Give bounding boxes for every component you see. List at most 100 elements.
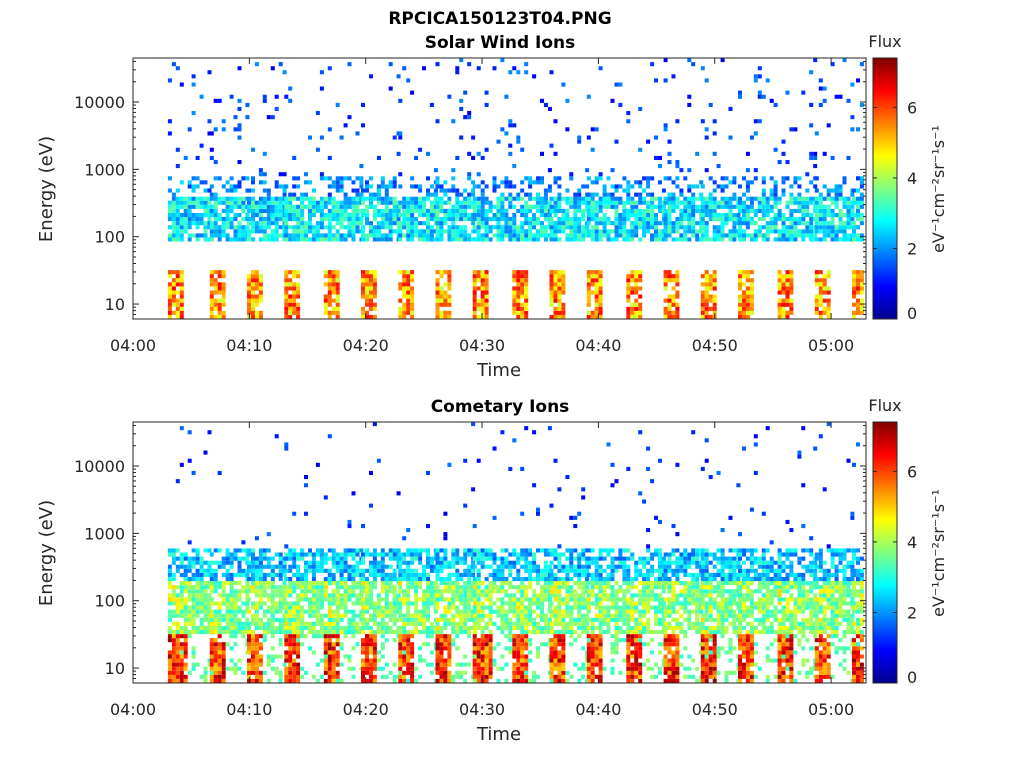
heatmap-cell: [553, 225, 558, 230]
heatmap-cell: [439, 229, 444, 234]
heatmap-cell: [308, 552, 312, 557]
heatmap-cell: [315, 589, 320, 594]
heatmap-cell: [663, 200, 668, 205]
heatmap-cell: [195, 577, 200, 582]
heatmap-cell: [463, 208, 468, 213]
heatmap-cell: [439, 237, 444, 242]
heatmap-cell: [203, 229, 208, 234]
heatmap-cell: [557, 278, 562, 283]
heatmap-cell: [254, 229, 259, 234]
heatmap-cell: [577, 233, 582, 238]
heatmap-cell: [361, 670, 365, 675]
heatmap-cell: [355, 560, 360, 565]
heatmap-cell: [179, 560, 184, 565]
heatmap-cell: [480, 237, 485, 242]
heatmap-cell: [671, 196, 676, 201]
heatmap-cell: [369, 666, 373, 671]
heatmap-cell: [809, 196, 814, 201]
heatmap-cell: [304, 564, 308, 569]
heatmap-cell: [422, 229, 426, 234]
heatmap-cell: [241, 601, 246, 606]
heatmap-cell: [247, 642, 251, 647]
heatmap-cells: [167, 58, 864, 319]
heatmap-cell: [315, 552, 320, 557]
heatmap-cell: [496, 221, 501, 226]
heatmap-cell: [410, 630, 415, 635]
heatmap-cell: [376, 650, 381, 655]
heatmap-cell: [496, 213, 501, 218]
heatmap-cell: [369, 221, 373, 226]
heatmap-cell: [308, 208, 312, 213]
heatmap-cell: [308, 564, 312, 569]
heatmap-cell: [443, 282, 448, 287]
heatmap-cell: [365, 658, 369, 663]
heatmap-cell: [365, 274, 369, 279]
heatmap-cell: [233, 581, 238, 586]
heatmap-cell: [691, 204, 696, 209]
heatmap-cell: [728, 237, 733, 242]
heatmap-cell: [569, 200, 574, 205]
heatmap-cell: [463, 213, 468, 218]
heatmap-cell: [221, 613, 226, 618]
heatmap-cell: [398, 617, 403, 622]
heatmap-cell: [789, 213, 794, 218]
heatmap-cell: [553, 282, 558, 287]
heatmap-cell: [642, 225, 647, 230]
heatmap-cell: [361, 282, 365, 287]
heatmap-cell: [323, 654, 328, 659]
heatmap-cell: [199, 609, 204, 614]
heatmap-cell: [594, 282, 599, 287]
heatmap-cell: [335, 270, 340, 275]
heatmap-cell: [221, 585, 226, 590]
heatmap-cell: [410, 613, 415, 618]
heatmap-cell: [455, 585, 460, 590]
heatmap-cell: [247, 282, 251, 287]
heatmap-cell: [439, 298, 444, 303]
heatmap-cell: [435, 654, 440, 659]
heatmap-cell: [549, 204, 554, 209]
heatmap-cell: [384, 585, 389, 590]
heatmap-cell: [732, 176, 737, 181]
heatmap-cell: [278, 217, 283, 222]
heatmap-cell: [209, 282, 214, 287]
heatmap-cell: [213, 217, 218, 222]
heatmap-cell: [777, 237, 782, 242]
heatmap-cell: [512, 237, 517, 242]
heatmap-cell: [484, 274, 489, 279]
heatmap-cell: [251, 298, 255, 303]
heatmap-cell: [467, 662, 472, 667]
heatmap-cell: [557, 286, 562, 291]
heatmap-cell: [319, 135, 324, 140]
heatmap-cell: [565, 213, 570, 218]
heatmap-cell: [254, 593, 259, 598]
heatmap-cell: [749, 221, 754, 226]
heatmap-cell: [426, 151, 430, 156]
heatmap-cell: [266, 556, 271, 561]
heatmap-cell: [406, 270, 411, 275]
heatmap-cell: [361, 200, 365, 205]
heatmap-cell: [384, 621, 389, 626]
heatmap-cell: [327, 208, 332, 213]
heatmap-cell: [179, 678, 184, 683]
heatmap-cell: [447, 286, 452, 291]
heatmap-cell: [818, 237, 823, 242]
heatmap-cell: [254, 621, 259, 626]
heatmap-cell: [179, 82, 184, 87]
heatmap-cell: [797, 208, 802, 213]
heatmap-cell: [296, 593, 301, 598]
heatmap-cell: [528, 225, 533, 230]
heatmap-cell: [251, 568, 255, 573]
heatmap-cell: [179, 302, 184, 307]
heatmap-cell: [262, 589, 267, 594]
heatmap-cell: [463, 572, 468, 577]
heatmap-cell: [217, 470, 222, 475]
heatmap-cell: [270, 213, 275, 218]
heatmap-cell: [859, 298, 864, 303]
heatmap-cell: [406, 601, 411, 606]
heatmap-cell: [700, 213, 705, 218]
heatmap-cell: [331, 670, 336, 675]
heatmap-cell: [300, 200, 305, 205]
heatmap-cell: [247, 208, 251, 213]
heatmap-cell: [573, 237, 578, 242]
heatmap-cell: [447, 609, 452, 614]
